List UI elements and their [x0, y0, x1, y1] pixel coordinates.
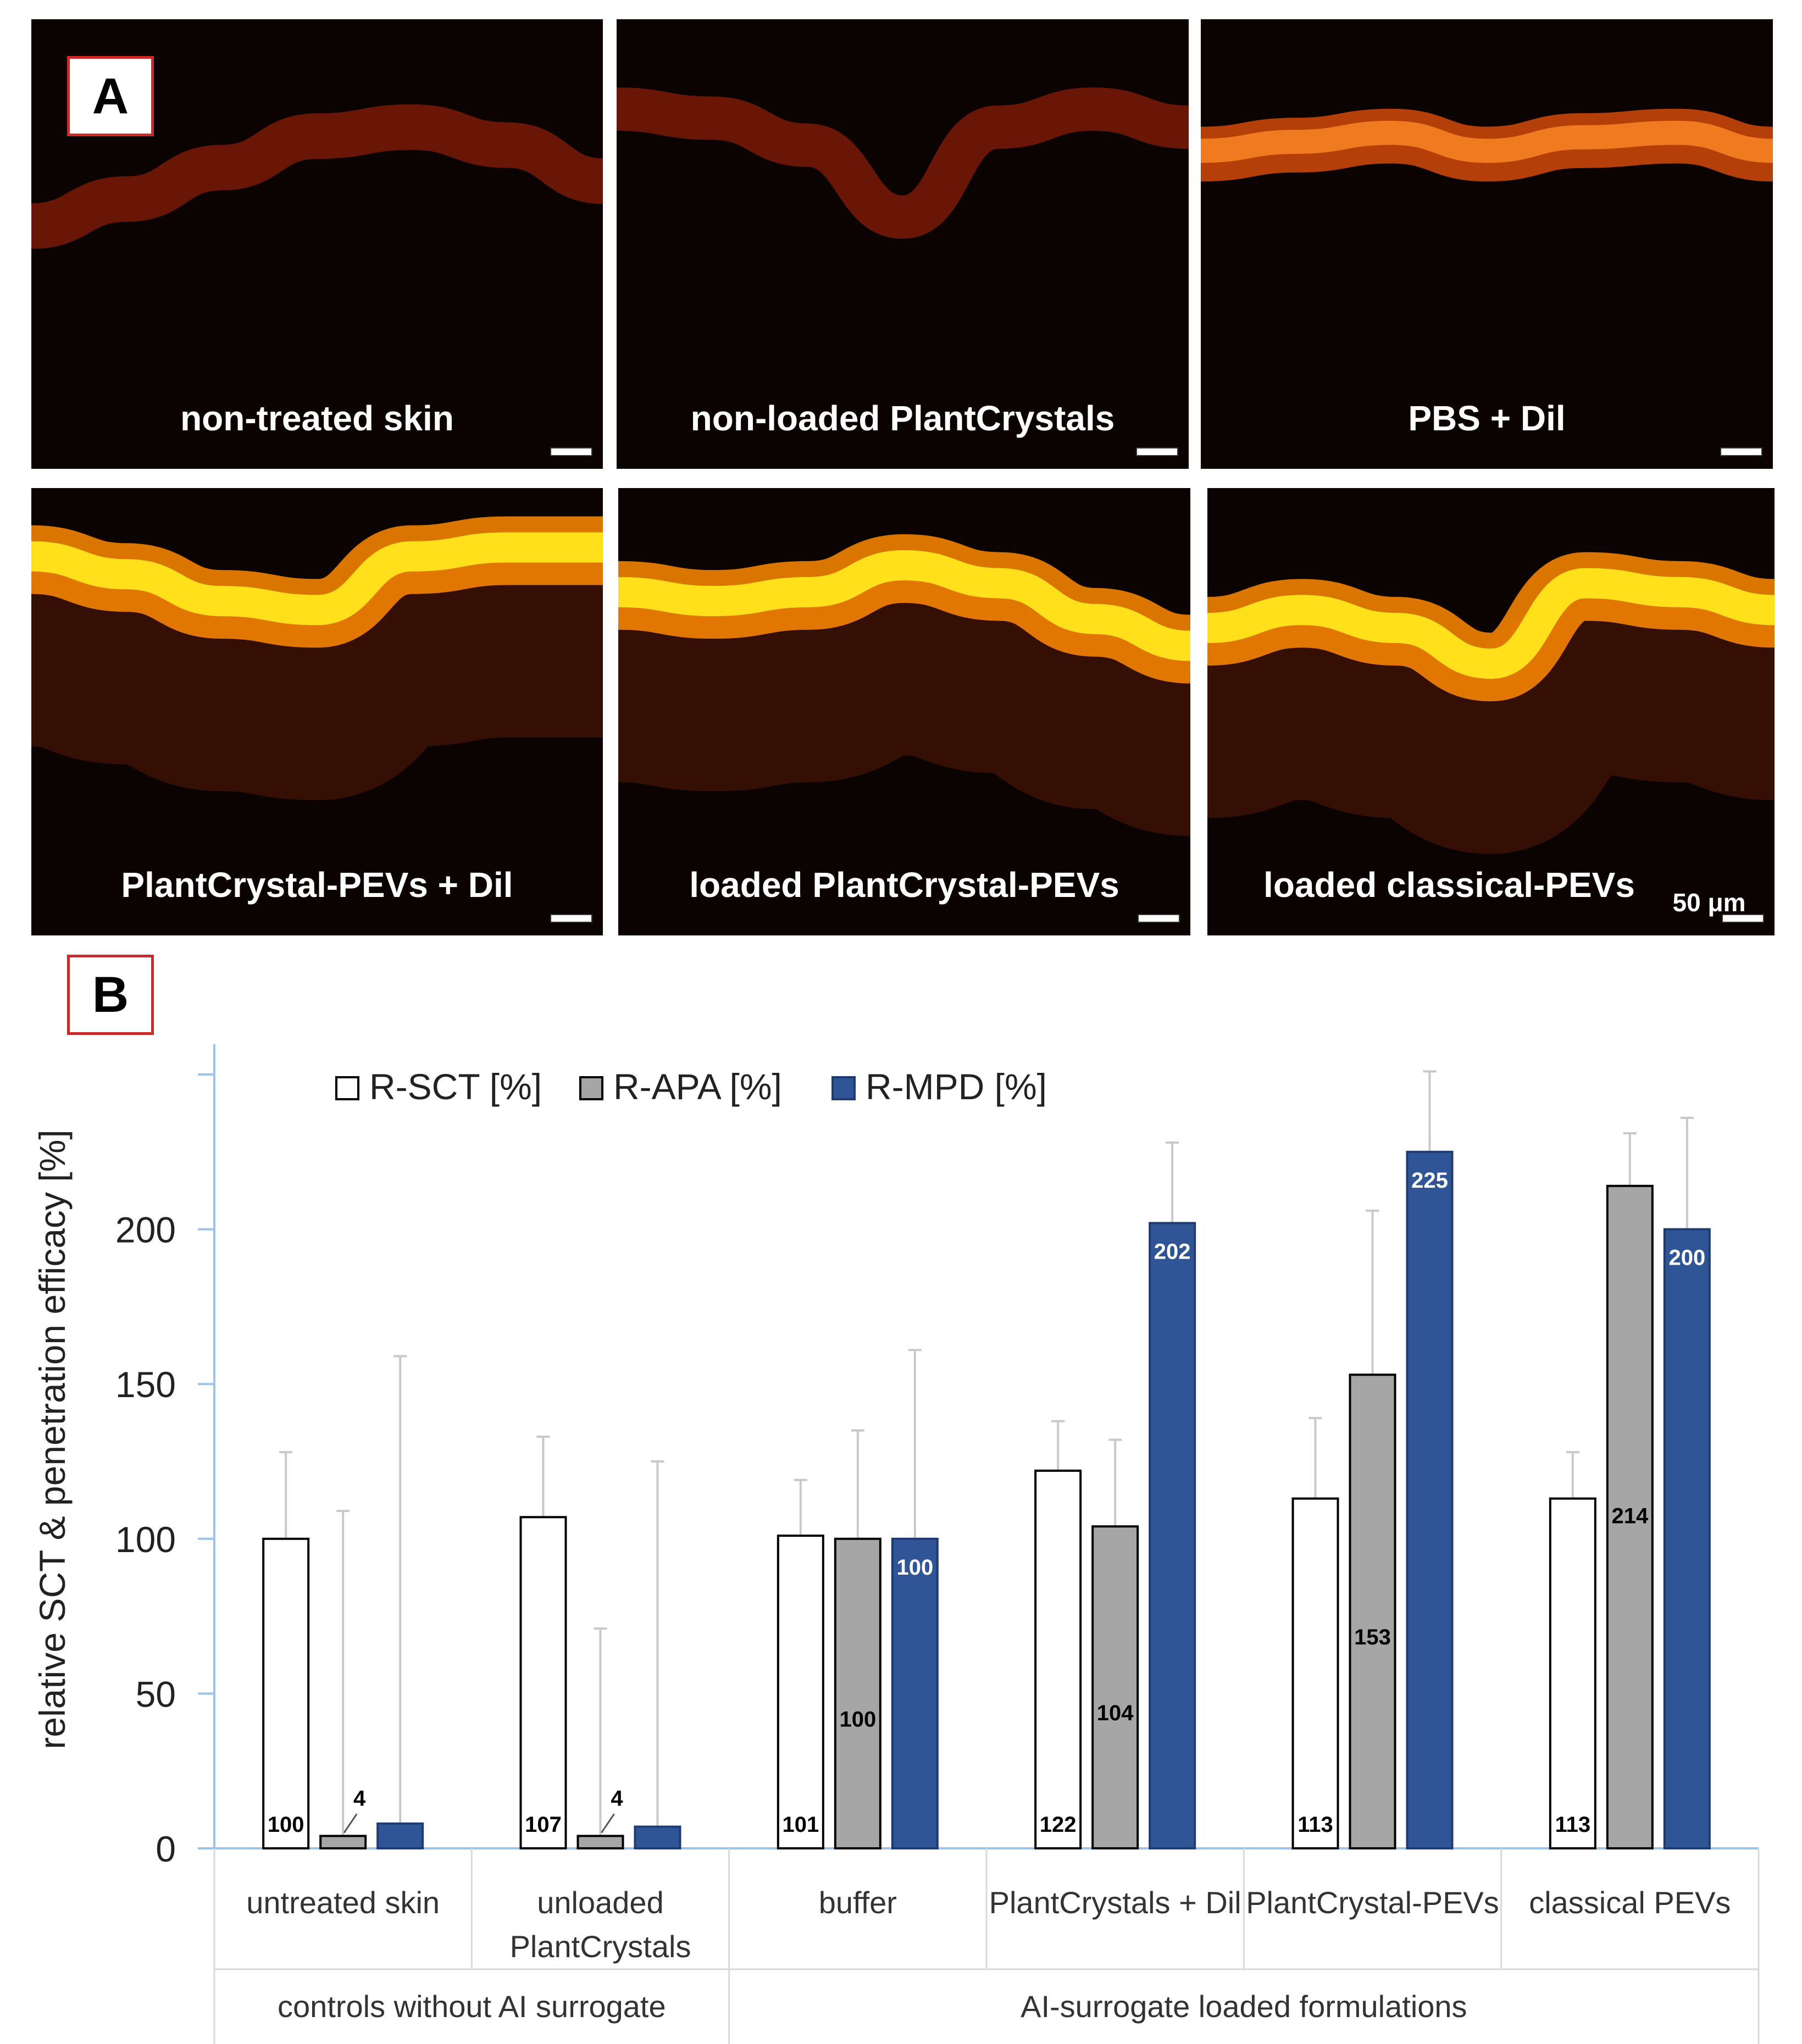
- micrograph-image: loaded PlantCrystal-PEVs: [617, 488, 1194, 935]
- y-tick-label: 200: [115, 1210, 176, 1250]
- micrograph-image: loaded classical-PEVs 50 μm: [1205, 488, 1777, 935]
- x-tick-label: PlantCrystals: [510, 1929, 691, 1964]
- bar: [1549, 1497, 1596, 1849]
- bar: [1406, 1150, 1454, 1849]
- bar: [319, 1835, 367, 1850]
- bar: [1663, 1228, 1711, 1850]
- micrograph-pbs-dil: PBS + Dil: [1200, 19, 1774, 469]
- micrograph-background: [1201, 19, 1773, 469]
- data-label: 214: [1611, 1504, 1648, 1528]
- micrograph-caption: loaded classical-PEVs: [1263, 865, 1635, 905]
- y-tick-label: 100: [115, 1519, 176, 1560]
- scale-bar: [550, 914, 592, 923]
- stratum-corneum-core: [1200, 120, 1773, 163]
- x-tick-label: PlantCrystal-PEVs: [1246, 1885, 1499, 1920]
- data-label: 104: [1097, 1701, 1134, 1725]
- data-label: 100: [268, 1813, 304, 1837]
- micrograph-caption: PBS + Dil: [1408, 398, 1565, 438]
- y-axis-label: relative SCT & penetration efficacy [%]: [32, 1129, 73, 1749]
- panel-a-label: A: [67, 56, 154, 136]
- stratum-corneum-core: [618, 550, 1191, 661]
- legend-swatch: [335, 1076, 359, 1100]
- micrograph-non-loaded-plantcrystals: non-loaded PlantCrystals: [616, 19, 1189, 469]
- y-tick-label: 50: [136, 1674, 176, 1714]
- stratum-corneum-core: [31, 532, 603, 625]
- data-label: 113: [1298, 1813, 1333, 1837]
- data-label: 122: [1040, 1813, 1077, 1837]
- micrograph-image: PlantCrystal-PEVs + Dil: [29, 488, 603, 935]
- bar: [1291, 1497, 1339, 1849]
- x-tick-label: PlantCrystals + Dil: [989, 1885, 1241, 1920]
- micrograph-caption: loaded PlantCrystal-PEVs: [689, 865, 1119, 905]
- data-label: 200: [1668, 1246, 1705, 1270]
- micrograph-image: non-loaded PlantCrystals: [616, 19, 1189, 469]
- micrograph-loaded-plantcrystal-pevs: loaded PlantCrystal-PEVs: [617, 488, 1194, 935]
- micrograph-image: PBS + Dil: [1200, 19, 1774, 469]
- bar: [519, 1516, 567, 1849]
- data-label: 113: [1555, 1813, 1591, 1837]
- stratum-corneum-core: [1207, 568, 1775, 679]
- bar: [262, 1537, 310, 1850]
- data-label: 100: [839, 1707, 876, 1731]
- bar-chart: 0 50 100 150 200 relative SCT & penetration e…: [32, 1044, 1760, 2044]
- bar: [1091, 1525, 1139, 1849]
- scale-bar: [550, 447, 592, 456]
- legend-label: R-MPD [%]: [866, 1066, 1047, 1107]
- stratum-corneum-band: [616, 87, 1189, 239]
- data-label: 4: [611, 1786, 623, 1810]
- legend-swatch: [579, 1076, 603, 1100]
- bar: [834, 1537, 881, 1850]
- bar: [576, 1835, 624, 1850]
- scale-bar: [1136, 447, 1178, 456]
- x-tick-label: untreated skin: [246, 1885, 440, 1920]
- dermis-glow: [1205, 597, 1777, 854]
- scale-bar: [1138, 914, 1180, 923]
- data-label: 107: [525, 1813, 562, 1837]
- bar: [376, 1822, 424, 1849]
- scale-bar: [1722, 914, 1764, 923]
- legend-label: R-SCT [%]: [369, 1066, 542, 1107]
- legend-label: R-APA [%]: [613, 1066, 782, 1107]
- scale-bar-label: 50 μm: [1673, 888, 1746, 917]
- bar: [634, 1825, 681, 1850]
- bar: [1149, 1222, 1196, 1849]
- data-label: 101: [782, 1813, 819, 1837]
- panel-a-micrographs: non-treated skin non-loaded PlantCrystal…: [0, 0, 1802, 951]
- bar: [777, 1535, 824, 1849]
- bar: [1349, 1373, 1396, 1849]
- data-label: 225: [1411, 1168, 1448, 1193]
- x-tick-label: classical PEVs: [1529, 1885, 1731, 1920]
- panel-b-label: B: [67, 955, 154, 1035]
- y-tick-label: 0: [156, 1829, 176, 1869]
- dermis-glow: [617, 579, 1194, 837]
- y-tick-label: 150: [115, 1364, 176, 1405]
- data-label: 100: [896, 1555, 933, 1580]
- data-label: 153: [1354, 1625, 1391, 1649]
- micrograph-caption: PlantCrystal-PEVs + Dil: [121, 865, 513, 905]
- x-tick-label: buffer: [819, 1885, 897, 1920]
- data-label: 4: [353, 1786, 366, 1810]
- micrograph-caption: non-loaded PlantCrystals: [691, 398, 1115, 438]
- micrograph-loaded-classical-pevs: loaded classical-PEVs 50 μm: [1205, 488, 1777, 935]
- data-label-leader: [601, 1813, 615, 1833]
- micrograph-plantcrystal-pevs-dil: PlantCrystal-PEVs + Dil: [29, 488, 603, 935]
- data-label-leader: [343, 1813, 358, 1833]
- group-label: controls without AI surrogate: [278, 1989, 666, 2024]
- x-tick-label: unloaded: [537, 1885, 663, 1920]
- bar: [1034, 1469, 1082, 1849]
- legend-swatch: [831, 1076, 856, 1100]
- dermis-glow: [29, 561, 603, 800]
- bar: [891, 1537, 939, 1850]
- group-label: AI-surrogate loaded formulations: [1021, 1989, 1467, 2024]
- micrograph-caption: non-treated skin: [180, 398, 454, 438]
- scale-bar: [1720, 447, 1762, 456]
- bar: [1606, 1184, 1654, 1850]
- stratum-corneum-band: [30, 104, 604, 249]
- data-label: 202: [1154, 1239, 1191, 1264]
